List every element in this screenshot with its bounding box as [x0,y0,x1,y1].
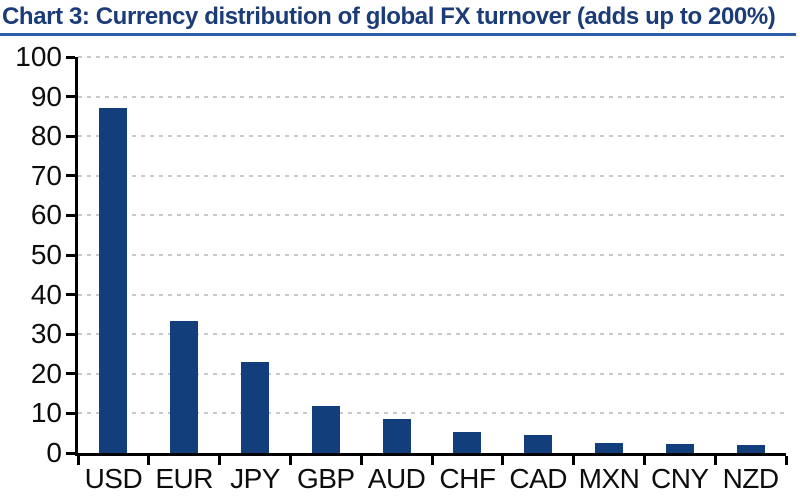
y-axis-tick-30 [66,332,75,336]
y-axis-label-50: 50 [30,239,62,270]
gridline-50 [78,254,786,256]
x-axis-label-gbp: GBP [296,463,355,494]
bar-mxn [595,443,623,453]
bar-cad [524,434,553,453]
y-axis-label-70: 70 [30,159,62,191]
x-axis-label-aud: AUD [367,463,426,494]
x-axis-tick-4 [359,456,363,465]
y-axis-tick-0 [66,451,75,455]
gridline-10 [78,412,786,415]
gridline-60 [78,214,786,217]
x-axis-label-cny: CNY [650,463,709,494]
y-axis-tick-90 [66,95,75,99]
title-underline-divider [0,33,796,36]
x-axis-label-mxn: MXN [578,463,640,494]
gridline-40 [78,293,786,296]
x-axis-tick-8 [642,456,646,465]
bar-nzd [736,445,765,453]
x-axis-label-chf: CHF [439,463,496,494]
x-axis-label-nzd: NZD [722,463,780,494]
x-axis-tick-0 [76,456,80,465]
bar-eur [170,320,199,453]
x-axis-tick-1 [147,456,151,465]
gridline-80 [78,135,786,138]
y-axis-label-0: 0 [46,437,62,468]
bar-usd [99,108,128,453]
gridline-20 [78,372,786,375]
bar-aud [382,418,411,453]
y-axis-tick-100 [66,55,75,59]
y-axis-label-80: 80 [30,120,62,152]
bar-chart-plot-area: 0 10 20 30 40 50 60 70 80 90 100 USD EUR JPY GBP AUD CHF… [15,42,788,494]
x-axis-tick-9 [713,456,717,465]
gridline-100 [78,56,786,58]
y-axis-tick-70 [66,174,75,178]
bar-chf [453,432,482,453]
x-axis-tick-7 [572,456,576,465]
x-axis-tick-10 [784,456,788,465]
gridline-30 [78,333,786,336]
y-axis-tick-60 [66,213,75,217]
x-axis-label-cad: CAD [509,463,567,494]
y-axis-tick-10 [66,411,75,415]
bar-jpy [241,361,269,453]
y-axis-label-100: 100 [15,41,62,72]
x-axis-tick-6 [501,456,505,465]
x-axis-tick-3 [288,456,292,465]
gridline-90 [78,95,786,98]
y-axis-tick-40 [66,293,75,297]
y-axis-label-40: 40 [30,278,62,310]
bar-gbp [311,406,340,453]
x-axis-label-eur: EUR [155,463,213,494]
x-axis-label-jpy: JPY [230,463,280,494]
x-axis-tick-2 [218,456,222,465]
bar-cny [665,444,694,453]
y-axis-label-60: 60 [30,199,62,231]
chart-title: Chart 3: Currency distribution of global… [2,3,776,30]
y-axis-tick-20 [66,372,75,376]
y-axis-label-90: 90 [30,80,62,112]
y-axis-tick-80 [66,134,75,138]
y-axis-tick-50 [66,253,75,257]
y-axis-label-30: 30 [30,318,62,350]
x-axis-tick-5 [430,456,434,465]
y-axis-label-20: 20 [30,357,62,389]
x-axis-label-usd: USD [84,463,143,494]
y-axis-label-10: 10 [30,397,62,429]
gridline-70 [78,174,786,177]
